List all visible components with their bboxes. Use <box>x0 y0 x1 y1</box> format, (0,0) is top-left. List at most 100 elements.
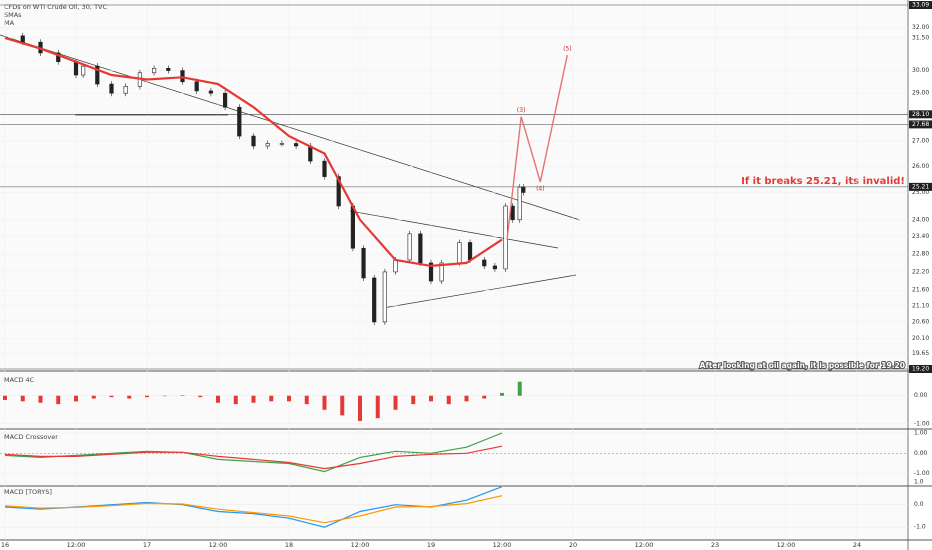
plot-background <box>0 0 908 540</box>
candle <box>180 70 185 83</box>
histogram-bar <box>180 395 185 396</box>
x-tick-label: 18 <box>285 541 293 549</box>
candle <box>20 35 25 43</box>
candle <box>372 277 377 323</box>
candle <box>407 233 412 261</box>
trend-line <box>349 210 559 249</box>
x-tick-label: 24 <box>853 541 861 549</box>
histogram-bar <box>269 395 274 402</box>
y-tick-label: -1.00 <box>914 470 930 477</box>
x-tick-label: 12:00 <box>351 541 370 549</box>
level-label: 28.10 <box>912 111 929 118</box>
candle <box>457 242 462 264</box>
symbol-title: CFDs on WTI Crude Oil, 30, TVC <box>4 3 107 11</box>
trend-line <box>382 274 577 309</box>
candle <box>322 160 327 177</box>
candle <box>166 68 171 71</box>
projection-wave <box>506 54 568 240</box>
level-tag <box>909 110 932 119</box>
y-tick-label: 22.20 <box>912 268 929 275</box>
level-label: 33.09 <box>912 2 929 9</box>
histogram-bar <box>446 395 451 405</box>
x-tick-label: 17 <box>143 541 151 549</box>
x-tick-label: 23 <box>711 541 719 549</box>
histogram-bar <box>322 395 327 410</box>
level-tag <box>909 365 932 373</box>
candle <box>467 242 473 261</box>
histogram-bar <box>500 392 504 396</box>
candle <box>237 106 242 137</box>
histogram-bar <box>56 395 61 405</box>
histogram-bar <box>411 395 416 405</box>
indicator-line <box>4 445 503 470</box>
candle <box>492 265 498 270</box>
candle <box>123 86 128 94</box>
candle <box>81 65 86 76</box>
y-tick-label: 24.00 <box>912 216 929 223</box>
histogram-bar <box>287 395 291 402</box>
indicator-name: SMAs <box>4 11 22 19</box>
histogram-bar <box>127 395 132 399</box>
candle <box>336 176 341 207</box>
candle <box>293 143 299 147</box>
candle <box>251 135 256 147</box>
pane-title: MACD Crossover <box>4 433 58 441</box>
histogram-bar <box>375 395 380 419</box>
y-tick-label: 1.00 <box>914 430 928 437</box>
candle <box>152 68 157 74</box>
candle <box>510 205 515 221</box>
y-tick-label: 19.65 <box>912 350 929 357</box>
histogram-bar <box>38 395 43 403</box>
y-tick-label: 26.00 <box>912 163 929 170</box>
candle <box>56 52 61 63</box>
histogram-bar <box>216 395 220 403</box>
candle <box>109 83 114 94</box>
y-tick-label: 21.10 <box>912 302 929 309</box>
y-tick-label: 0.00 <box>914 392 928 399</box>
wave-label: (5) <box>563 46 572 53</box>
histogram-bar <box>145 395 149 398</box>
level-tag <box>909 182 932 191</box>
candle <box>350 205 356 249</box>
sma-line <box>4 36 503 268</box>
candle <box>382 271 387 323</box>
histogram-bar <box>162 395 167 397</box>
histogram-bar <box>340 395 345 416</box>
level-tag <box>909 120 932 129</box>
histogram-bar <box>74 395 78 402</box>
candle <box>95 65 100 85</box>
level-label: 25.21 <box>912 183 929 190</box>
histogram-bar <box>464 395 469 402</box>
annotation: After looking at oil again, it is possib… <box>700 361 905 370</box>
y-tick-label: 1.0 <box>914 479 924 486</box>
candle <box>265 143 270 147</box>
histogram-bar <box>482 395 487 399</box>
y-tick-label: 29.00 <box>912 90 929 97</box>
candle <box>517 186 522 221</box>
y-tick-label: -1.0 <box>914 524 926 531</box>
histogram-bar <box>3 395 7 400</box>
histogram-bar <box>91 395 96 399</box>
annotation: If it breaks 25.21, its invalid! <box>741 176 905 187</box>
level-label: 19.20 <box>912 366 929 373</box>
y-tick-label: 0.00 <box>914 450 928 457</box>
y-tick-label: 21.60 <box>912 287 929 294</box>
candle <box>361 247 366 279</box>
x-tick-label: 12:00 <box>493 541 512 549</box>
histogram-bar <box>429 395 433 402</box>
candle <box>521 186 526 193</box>
x-tick-label: 12:00 <box>209 541 228 549</box>
candle <box>279 143 285 145</box>
candle <box>393 259 398 273</box>
candle <box>208 90 214 94</box>
histogram-bar <box>251 395 256 403</box>
candle <box>194 81 199 92</box>
y-tick-label: 22.80 <box>912 251 929 258</box>
pane-title: MACD 4C <box>4 376 35 384</box>
y-tick-label: 30.00 <box>912 67 929 74</box>
y-tick-label: -1.00 <box>914 420 930 427</box>
y-tick-label: 27.00 <box>912 138 929 145</box>
histogram-bar <box>393 395 398 410</box>
x-tick-label: 12:00 <box>67 541 86 549</box>
wave-label: (3) <box>517 107 526 114</box>
